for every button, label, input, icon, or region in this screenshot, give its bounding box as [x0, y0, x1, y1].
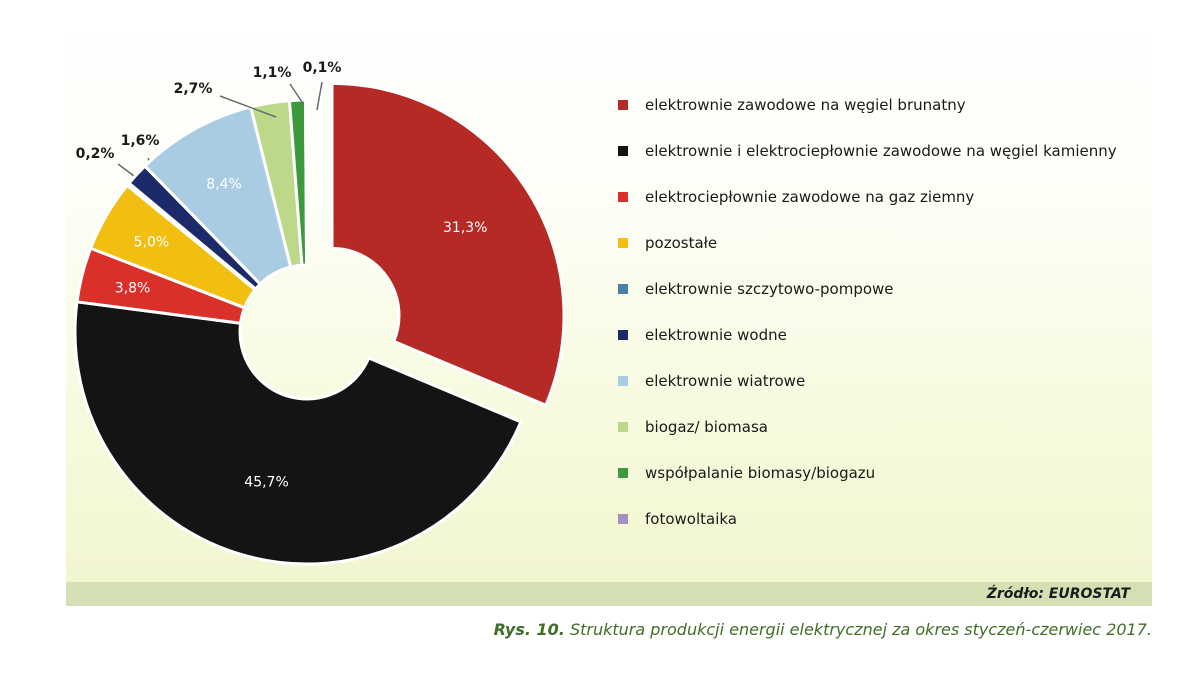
legend-item-elektrownie-i-elektrocieplownie-zawodowe-na-wegiel-kamienny: elektrownie i elektrociepłownie zawodowe…: [618, 140, 1158, 186]
legend-swatch: [618, 146, 628, 156]
slice-label-elektrownie-wodne: 1,6%: [121, 133, 160, 149]
legend-item-elektrownie-szczytowo-pompowe: elektrownie szczytowo-pompowe: [618, 278, 1158, 324]
legend-swatch: [618, 514, 628, 524]
legend-label: elektrownie zawodowe na węgiel brunatny: [645, 96, 966, 114]
slice-label-fotowoltaika: 0,1%: [303, 60, 342, 76]
legend-swatch: [618, 284, 628, 294]
legend-swatch: [618, 238, 628, 248]
legend-swatch: [618, 100, 628, 110]
legend-item-elektrownie-wodne: elektrownie wodne: [618, 324, 1158, 370]
legend-item-pozostale: pozostałe: [618, 232, 1158, 278]
slice-label-pozostale: 5,0%: [134, 235, 170, 251]
legend-label: elektrociepłownie zawodowe na gaz ziemny: [645, 188, 975, 206]
legend-label: pozostałe: [645, 234, 718, 252]
legend-item-elektrocieplownie-zawodowe-na-gaz-ziemny: elektrociepłownie zawodowe na gaz ziemny: [618, 186, 1158, 232]
legend-swatch: [618, 468, 628, 478]
legend-label: elektrownie i elektrociepłownie zawodowe…: [645, 142, 1117, 160]
legend-label: biogaz/ biomasa: [645, 418, 768, 436]
slice-label-wspolpalanie-biomasy-biogazu: 1,1%: [253, 65, 292, 81]
legend-item-elektrownie-zawodowe-na-wegiel-brunatny: elektrownie zawodowe na węgiel brunatny: [618, 94, 1158, 140]
legend-label: elektrownie szczytowo-pompowe: [645, 280, 894, 298]
slice-fotowoltaika: [304, 98, 309, 267]
legend-label: współpalanie biomasy/biogazu: [645, 464, 876, 482]
leader-line-fotowoltaika: [316, 81, 323, 111]
legend-item-wspolpalanie-biomasy-biogazu: współpalanie biomasy/biogazu: [618, 462, 1158, 508]
legend-label: elektrownie wiatrowe: [645, 372, 806, 390]
legend-swatch: [618, 376, 628, 386]
legend-item-elektrownie-wiatrowe: elektrownie wiatrowe: [618, 370, 1158, 416]
slice-label-elektrownie-wiatrowe: 8,4%: [206, 177, 242, 193]
legend-item-biogaz-biomasa: biogaz/ biomasa: [618, 416, 1158, 462]
legend-swatch: [618, 422, 628, 432]
figure-caption: Rys. 10. Struktura produkcji energii ele…: [494, 620, 1152, 639]
caption-text: Struktura produkcji energii elektrycznej…: [569, 620, 1152, 639]
slice-elektrownie-i-elektrocieplownie-zawodowe-na-wegiel-kamienny: [73, 300, 523, 566]
leader-line-biogaz-biomasa: [219, 95, 277, 118]
slice-label-elektrownie-i-elektrocieplownie-zawodowe-na-wegiel-kamienny: 45,7%: [244, 475, 288, 491]
source-bar: Źródło: EUROSTAT: [66, 582, 1152, 606]
chart-legend: elektrownie zawodowe na węgiel brunatny e…: [618, 94, 1158, 554]
donut-chart: 31,3% 45,7% 3,8% 5,0% 0,2% 1,6% 8,4% 2,7% 1,1% 0,…: [73, 60, 566, 566]
slice-elektrownie-zawodowe-na-wegiel-brunatny: [330, 81, 566, 408]
slice-label-elektrocieplownie-zawodowe-na-gaz-ziemny: 3,8%: [115, 280, 151, 296]
caption-prefix: Rys. 10.: [493, 620, 565, 639]
legend-swatch: [618, 192, 628, 202]
leader-line-wspolpalanie-biomasy-biogazu: [289, 83, 307, 109]
legend-label: elektrownie wodne: [645, 326, 787, 344]
slice-label-biogaz-biomasa: 2,7%: [174, 81, 213, 97]
slice-label-elektrownie-zawodowe-na-wegiel-brunatny: 31,3%: [443, 220, 487, 236]
slice-label-elektrownie-szczytowo-pompowe: 0,2%: [76, 146, 115, 162]
legend-item-fotowoltaika: fotowoltaika: [618, 508, 1158, 554]
legend-swatch: [618, 330, 628, 340]
source-label: Źródło: EUROSTAT: [986, 586, 1130, 602]
legend-label: fotowoltaika: [645, 510, 737, 528]
